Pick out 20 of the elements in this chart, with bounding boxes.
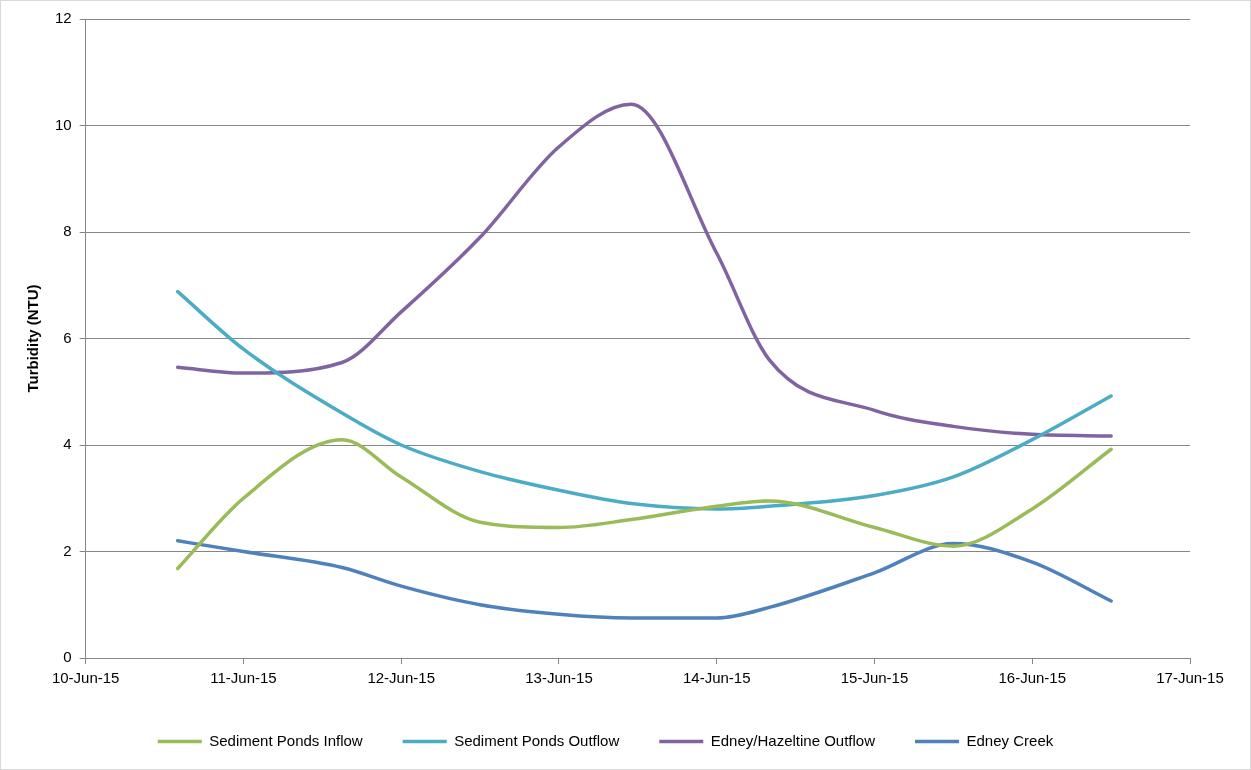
y-axis-title: Turbidity (NTU)	[24, 284, 42, 393]
x-tick-label: 17-Jun-15	[1156, 669, 1224, 687]
x-tick-label: 14-Jun-15	[682, 669, 751, 687]
legend-label: Sediment Ponds Outflow	[454, 731, 620, 749]
x-tick-label: 11-Jun-15	[210, 669, 277, 687]
y-tick-label: 4	[63, 435, 72, 453]
y-tick-label: 2	[63, 541, 72, 559]
legend-label: Sediment Ponds Inflow	[209, 731, 363, 749]
y-tick-label: 6	[63, 328, 72, 346]
x-tick-label: 16-Jun-15	[998, 669, 1067, 687]
y-tick-label: 8	[63, 222, 72, 240]
legend-label: Edney/Hazeltine Outflow	[710, 731, 876, 749]
legend-label: Edney Creek	[966, 731, 1054, 749]
x-tick-label: 10-Jun-15	[51, 669, 120, 687]
y-tick-label: 12	[55, 9, 72, 27]
x-tick-label: 15-Jun-15	[840, 669, 909, 687]
y-tick-label: 0	[63, 648, 72, 666]
x-tick-label: 12-Jun-15	[367, 669, 435, 687]
y-tick-label: 10	[55, 115, 72, 133]
x-tick-label: 13-Jun-15	[525, 669, 593, 687]
